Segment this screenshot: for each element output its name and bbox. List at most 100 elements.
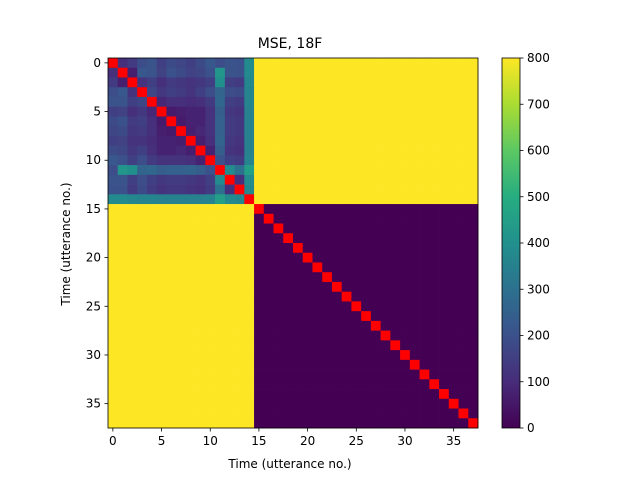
heatmap-cell <box>215 379 226 390</box>
heatmap-cell <box>215 145 226 156</box>
heatmap-cell <box>185 96 196 108</box>
heatmap-cell <box>380 301 391 312</box>
heatmap-cell <box>176 184 187 195</box>
heatmap-cell <box>166 223 177 234</box>
heatmap-cell <box>156 398 167 409</box>
heatmap-cell <box>254 116 265 127</box>
heatmap-cell <box>361 350 372 361</box>
heatmap-cell <box>117 213 128 224</box>
heatmap-cell <box>293 252 304 263</box>
heatmap-cell <box>273 116 284 127</box>
heatmap-cell <box>390 320 401 331</box>
x-tick-label: 30 <box>397 434 412 448</box>
heatmap-cell <box>302 379 313 390</box>
heatmap-cell <box>244 262 255 273</box>
heatmap-cell <box>293 67 304 78</box>
heatmap-cell <box>351 320 362 331</box>
heatmap-cell <box>302 67 313 78</box>
heatmap-cell <box>234 106 245 117</box>
heatmap-cell <box>400 116 411 127</box>
heatmap-cell <box>380 233 391 244</box>
heatmap-cell <box>312 301 323 312</box>
heatmap-cell <box>176 233 187 244</box>
heatmap-cell <box>322 389 333 400</box>
heatmap-cell <box>244 350 255 361</box>
heatmap-cell <box>458 126 469 137</box>
heatmap-cells <box>108 58 479 429</box>
heatmap-cell <box>429 155 440 166</box>
heatmap-cell <box>429 77 440 88</box>
heatmap-cell <box>156 58 167 69</box>
heatmap-cell <box>166 252 177 263</box>
heatmap-cell <box>166 96 177 108</box>
heatmap-cell <box>312 145 323 156</box>
heatmap-cell <box>439 77 450 88</box>
heatmap-cell <box>302 233 313 244</box>
heatmap-cell-diagonal <box>108 58 119 69</box>
heatmap-cell <box>380 174 391 185</box>
heatmap-cell <box>390 281 401 293</box>
heatmap-cell <box>322 359 333 370</box>
heatmap-cell <box>439 320 450 331</box>
heatmap-cell <box>439 379 450 390</box>
heatmap-cell <box>409 389 420 400</box>
heatmap-cell <box>322 77 333 88</box>
colorbar-tick-label: 0 <box>527 421 535 435</box>
heatmap-cell <box>108 96 119 108</box>
heatmap-cell <box>448 350 459 361</box>
heatmap-cell <box>244 174 255 185</box>
heatmap-cell <box>293 418 304 429</box>
heatmap-cell <box>468 350 479 361</box>
heatmap-cell <box>176 58 187 69</box>
heatmap-cell <box>205 330 216 341</box>
heatmap-cell <box>341 96 352 108</box>
heatmap-cell <box>312 174 323 185</box>
heatmap-cell <box>370 213 381 224</box>
heatmap-cell-diagonal <box>322 272 333 283</box>
heatmap-cell <box>293 145 304 156</box>
heatmap-cell <box>156 145 167 156</box>
heatmap-cell <box>263 291 274 302</box>
heatmap-cell <box>468 389 479 400</box>
heatmap-cell <box>468 359 479 370</box>
heatmap-cell <box>448 155 459 166</box>
heatmap-cell <box>273 320 284 331</box>
heatmap-cell <box>380 116 391 127</box>
heatmap-cell <box>341 77 352 88</box>
heatmap-cell <box>322 311 333 322</box>
heatmap-cell <box>390 204 401 215</box>
heatmap-cell <box>302 106 313 117</box>
colorbar-tick-label: 600 <box>527 144 550 158</box>
heatmap-cell <box>273 272 284 283</box>
heatmap-cell <box>293 301 304 312</box>
heatmap-cell <box>205 106 216 117</box>
heatmap-cell <box>419 262 430 273</box>
heatmap-cell <box>409 330 420 341</box>
heatmap-cell <box>380 389 391 400</box>
heatmap-cell <box>176 96 187 108</box>
heatmap-cell <box>331 340 343 351</box>
heatmap-cell <box>195 116 206 127</box>
heatmap-cell <box>302 126 313 137</box>
y-axis-title: Time (utterance no.) <box>59 182 73 306</box>
heatmap-cell <box>195 291 206 302</box>
heatmap-cell <box>370 165 381 176</box>
heatmap-cell <box>166 418 177 429</box>
heatmap-cell <box>215 184 226 195</box>
heatmap-cell <box>283 58 294 69</box>
heatmap-cell <box>439 204 450 215</box>
heatmap-cell <box>361 281 372 293</box>
heatmap-cell <box>127 145 138 156</box>
heatmap-cell <box>458 155 469 166</box>
heatmap-cell <box>137 116 148 127</box>
heatmap-cell <box>361 174 372 185</box>
heatmap-cell <box>419 291 430 302</box>
heatmap-cell <box>283 330 294 341</box>
heatmap-cell <box>137 204 148 215</box>
heatmap-cell <box>322 291 333 302</box>
heatmap-cell <box>137 311 148 322</box>
heatmap-cell <box>234 330 245 341</box>
heatmap-cell <box>146 379 158 390</box>
heatmap-cell <box>273 330 284 341</box>
heatmap-cell <box>283 135 294 146</box>
